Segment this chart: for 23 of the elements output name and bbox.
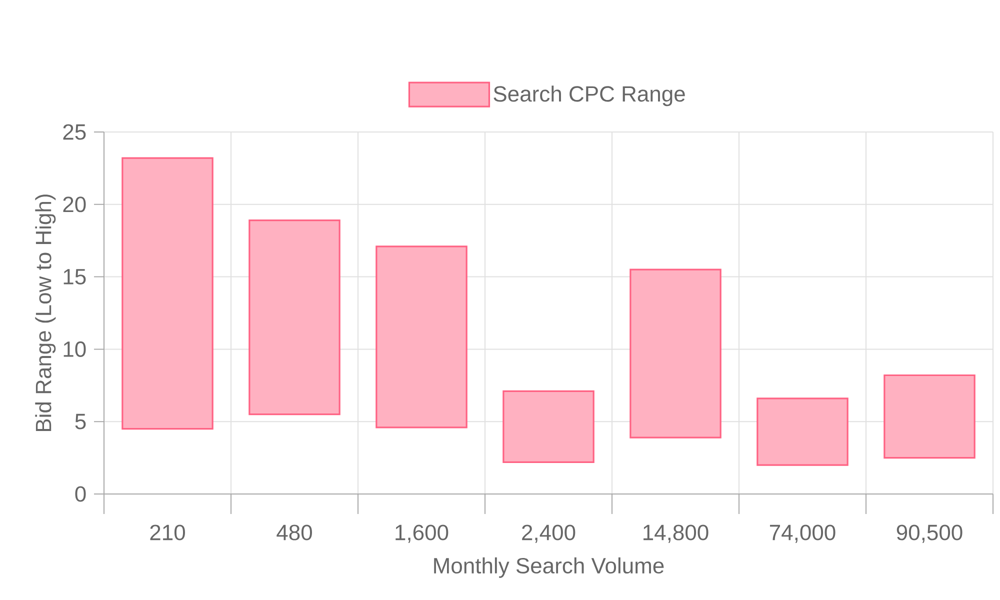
y-tick-label: 5 [75,414,86,430]
y-tick-label: 15 [64,269,86,284]
bar [502,390,594,463]
bar [376,246,468,428]
y-tick-label: 20 [63,196,86,212]
x-tick-label: 210 [150,524,185,540]
legend-label: Search CPC Range [494,86,685,106]
x-axis-title: Monthly Search Volume [434,557,664,578]
y-tick-label: 25 [63,124,86,140]
bar [630,268,722,438]
bar [122,157,214,430]
bar [884,374,976,459]
y-tick-label: 0 [75,486,86,502]
y-axis-title: Bid Range (Low to High) [35,194,56,432]
x-tick-label: 1,600 [396,524,448,543]
x-tick-label: 90,500 [896,524,962,543]
x-tick-label: 2,400 [522,524,576,543]
bar [248,220,340,416]
x-tick-label: 74,000 [770,524,836,543]
x-tick-label: 14,800 [644,524,708,543]
y-tick-label: 10 [64,341,86,357]
bar [756,398,848,466]
x-tick-label: 480 [276,524,312,540]
